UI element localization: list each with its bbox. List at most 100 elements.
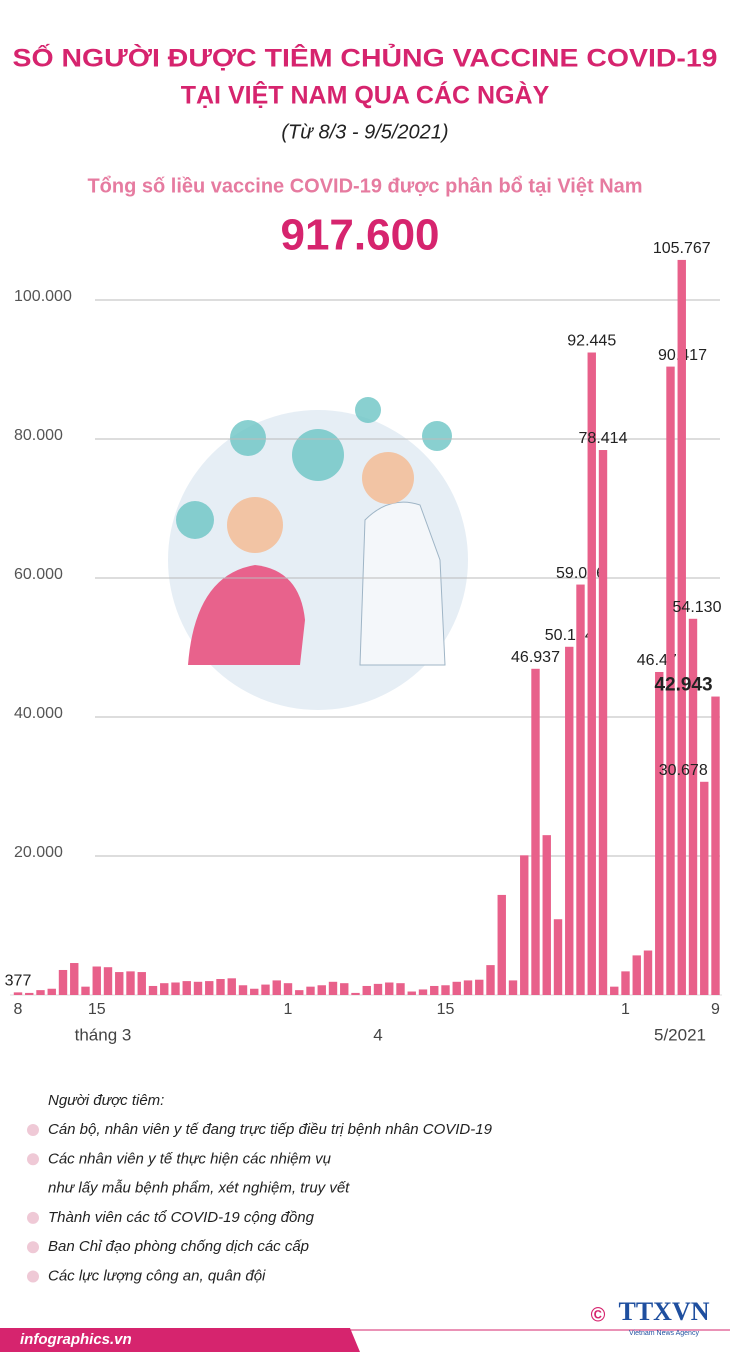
illustration <box>168 397 468 710</box>
bullet <box>27 1124 39 1136</box>
bar <box>182 981 191 995</box>
value-label: 50.104 <box>545 627 594 644</box>
bar <box>92 966 101 995</box>
bullet <box>27 1153 39 1166</box>
bar <box>373 983 383 995</box>
bar <box>362 985 371 995</box>
x-tick-label: 15 <box>88 1001 106 1018</box>
bar <box>587 352 596 995</box>
bar <box>643 950 653 995</box>
bar <box>306 986 315 995</box>
bar <box>486 965 495 995</box>
bar <box>677 259 686 996</box>
patient-head <box>227 497 283 553</box>
bar <box>452 981 461 995</box>
bar <box>171 982 180 995</box>
title-line: TẠI VIỆT NAM QUA CÁC NGÀY <box>181 80 550 110</box>
bar <box>396 983 405 995</box>
bar <box>272 980 281 995</box>
bar <box>36 990 45 995</box>
bar <box>497 894 506 995</box>
bar <box>542 835 551 995</box>
total-value: 917.600 <box>280 211 439 260</box>
copyright: © <box>591 1304 606 1326</box>
bar <box>328 981 338 995</box>
bar <box>711 696 720 995</box>
title-line: SỐ NGƯỜI ĐƯỢC TIÊM CHỦNG VACCINE COVID-1… <box>13 43 718 73</box>
value-label: 54.130 <box>673 599 722 616</box>
bar <box>576 584 585 995</box>
logo: TTXVN <box>618 1297 709 1326</box>
x-tick-label: 9 <box>711 1001 720 1018</box>
bar <box>250 988 259 995</box>
note-item: Cán bộ, nhân viên y tế đang trực tiếp đi… <box>48 1121 493 1138</box>
footer-band <box>0 1328 360 1352</box>
total-heading: Tổng số liều vaccine COVID-19 được phân … <box>87 175 642 197</box>
bar <box>25 992 34 995</box>
bar <box>216 979 225 995</box>
virus <box>422 421 452 451</box>
bar <box>13 992 23 995</box>
bar <box>463 980 473 995</box>
month-label: 5/2021 <box>654 1025 706 1044</box>
bar <box>688 618 698 995</box>
bar <box>261 984 270 995</box>
bar <box>126 971 135 995</box>
y-tick-label: 60.000 <box>14 566 63 583</box>
note-item: Các lực lượng công an, quân đội <box>48 1267 266 1284</box>
bar <box>632 955 641 995</box>
virus <box>230 420 266 456</box>
bar <box>430 985 439 995</box>
footer-source: infographics.vn <box>20 1331 132 1348</box>
doctor <box>359 501 446 666</box>
value-label: 59.056 <box>556 565 605 582</box>
bar <box>553 919 563 995</box>
y-tick-label: 20.000 <box>14 844 63 861</box>
bar <box>351 992 360 995</box>
value-label: 92.445 <box>567 333 616 350</box>
subtitle: (Từ 8/3 - 9/5/2021) <box>281 121 448 143</box>
note-item: như lấy mẫu bệnh phẩm, xét nghiệm, truy … <box>48 1180 350 1197</box>
bar <box>160 983 169 995</box>
notes-heading: Người được tiêm: <box>48 1092 164 1109</box>
bar <box>520 855 529 995</box>
bar <box>238 985 248 995</box>
bullet <box>27 1270 39 1283</box>
bar <box>475 979 484 995</box>
bar <box>70 963 79 995</box>
note-item: Các nhân viên y tế thực hiện các nhiệm v… <box>48 1150 332 1167</box>
x-tick-label: 1 <box>621 1001 630 1018</box>
bar <box>317 985 326 995</box>
virus <box>355 397 381 423</box>
bar <box>295 990 304 995</box>
y-tick-label: 100.000 <box>14 288 72 305</box>
x-tick-label: 8 <box>14 1001 23 1018</box>
logo-sub: Vietnam News Agency <box>629 1330 699 1337</box>
bar <box>531 668 540 995</box>
value-label: 30.678 <box>659 762 708 779</box>
bar <box>103 967 113 995</box>
bullet <box>27 1241 39 1254</box>
note-item: Ban Chỉ đạo phòng chống dịch các cấp <box>48 1238 309 1255</box>
value-label: 46.937 <box>511 649 560 666</box>
bar <box>666 366 675 996</box>
y-tick-label: 40.000 <box>14 705 63 722</box>
bar <box>227 978 236 995</box>
value-label: 42.943 <box>654 675 712 696</box>
value-label: 78.414 <box>579 430 628 447</box>
bar <box>340 983 349 995</box>
bar <box>418 989 428 995</box>
month-label: 4 <box>373 1025 382 1044</box>
value-label: 377 <box>5 973 32 990</box>
bar <box>193 981 203 995</box>
bar <box>58 969 68 995</box>
bullet <box>27 1211 39 1224</box>
x-tick-label: 15 <box>437 1001 455 1018</box>
bar <box>598 450 608 995</box>
value-label: 105.767 <box>653 240 711 257</box>
bar <box>700 781 709 995</box>
patient <box>188 565 305 665</box>
doctor-head <box>362 452 414 504</box>
